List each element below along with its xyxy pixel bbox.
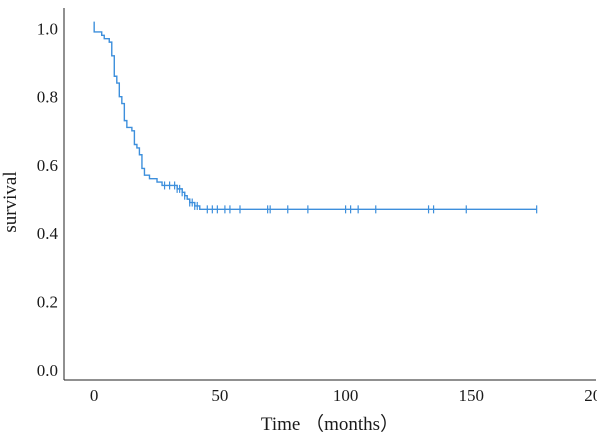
y-tick-label: 0.2: [37, 293, 58, 312]
y-tick-label: 0.8: [37, 88, 58, 107]
y-tick-label: 0.0: [37, 361, 58, 380]
y-tick-label: 1.0: [37, 19, 58, 38]
x-axis-title: Time （months）: [261, 413, 399, 435]
survival-curve: [93, 21, 537, 211]
x-tick-label: 0: [90, 386, 99, 405]
axes: [63, 8, 596, 381]
x-tick-label: 150: [459, 386, 485, 405]
plot-area: [93, 21, 538, 214]
y-tick-label: 0.4: [37, 224, 59, 243]
x-tick-label: 200: [584, 386, 597, 405]
x-tick-label: 50: [211, 386, 228, 405]
tick-labels: 0.0 0.2 0.4 0.6 0.8 1.0 0 50 100 150 200: [37, 19, 597, 405]
x-tick-label: 100: [333, 386, 359, 405]
y-tick-label: 0.6: [37, 156, 58, 175]
y-axis-title: survival: [0, 171, 21, 232]
